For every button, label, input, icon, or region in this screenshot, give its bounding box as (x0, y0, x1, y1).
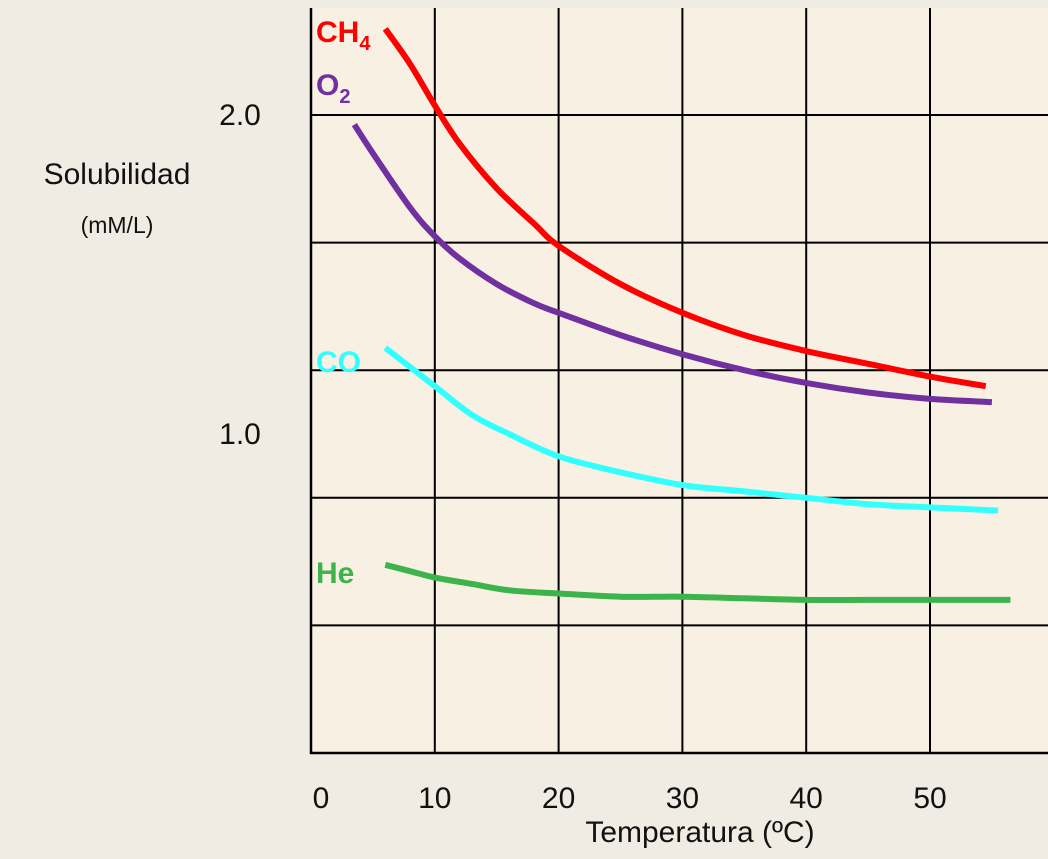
y-axis-title: Solubilidad (44, 158, 191, 191)
series-line-he (384, 561, 1011, 603)
series-line-ch4 (382, 27, 987, 390)
y-axis-unit: (mM/L) (81, 212, 154, 238)
x-tick-label: 20 (542, 782, 575, 815)
series-line-co (383, 345, 999, 514)
series-line-o2 (351, 122, 993, 406)
x-tick-label: 40 (790, 782, 823, 815)
series-label-o2: O2 (316, 69, 350, 108)
grid-layer (309, 8, 1048, 755)
y-tick-label: 1.0 (219, 418, 261, 451)
x-tick-label: 0 (313, 782, 330, 815)
x-tick-label: 10 (418, 782, 451, 815)
y-tick-label: 2.0 (219, 99, 261, 132)
series-layer (351, 27, 1011, 603)
series-label-he: He (316, 557, 354, 590)
x-tick-label: 50 (913, 782, 946, 815)
label-layer: 0 10 20 30 40 50 1.0 2.0 CH4 O2 CO He (219, 16, 947, 815)
x-axis-title: Temperatura (ºC) (585, 816, 814, 849)
x-tick-label: 30 (666, 782, 699, 815)
series-label-co: CO (316, 346, 361, 379)
series-label-ch4: CH4 (316, 16, 371, 55)
